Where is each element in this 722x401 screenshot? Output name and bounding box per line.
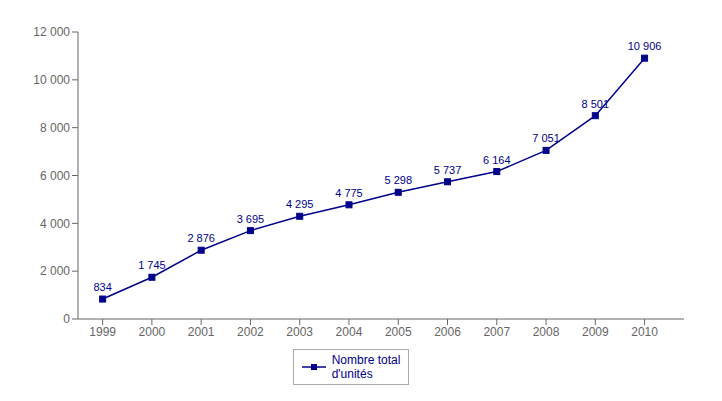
svg-text:4 775: 4 775 <box>335 187 363 199</box>
svg-text:8 501: 8 501 <box>582 98 610 110</box>
svg-text:2004: 2004 <box>336 325 363 339</box>
svg-text:6 164: 6 164 <box>483 154 511 166</box>
svg-text:2008: 2008 <box>533 325 560 339</box>
svg-text:8 000: 8 000 <box>40 121 70 135</box>
svg-text:2005: 2005 <box>385 325 412 339</box>
svg-text:5 298: 5 298 <box>384 174 412 186</box>
svg-text:10 906: 10 906 <box>628 40 662 52</box>
svg-text:3 695: 3 695 <box>237 213 265 225</box>
svg-text:2009: 2009 <box>582 325 609 339</box>
html-text:d'unités: d'unités <box>331 367 373 381</box>
svg-text:12 000: 12 000 <box>33 25 70 39</box>
svg-text:7 051: 7 051 <box>532 132 560 144</box>
svg-text:2000: 2000 <box>139 325 166 339</box>
svg-text:2 876: 2 876 <box>187 232 215 244</box>
svg-text:4 000: 4 000 <box>40 217 70 231</box>
svg-text:834: 834 <box>93 281 111 293</box>
svg-text:2007: 2007 <box>483 325 510 339</box>
svg-text:2006: 2006 <box>434 325 461 339</box>
svg-text:6 000: 6 000 <box>40 169 70 183</box>
svg-text:1999: 1999 <box>89 325 116 339</box>
svg-text:2010: 2010 <box>631 325 658 339</box>
svg-text:2001: 2001 <box>188 325 215 339</box>
svg-text:4 295: 4 295 <box>286 198 314 210</box>
html-text:Nombre total: Nombre total <box>331 353 401 367</box>
svg-text:2003: 2003 <box>286 325 313 339</box>
svg-text:2 000: 2 000 <box>40 264 70 278</box>
svg-text:10 000: 10 000 <box>33 73 70 87</box>
svg-text:0: 0 <box>63 312 70 326</box>
svg-text:2002: 2002 <box>237 325 264 339</box>
svg-text:5 737: 5 737 <box>434 164 462 176</box>
svg-text:1 745: 1 745 <box>138 259 166 271</box>
